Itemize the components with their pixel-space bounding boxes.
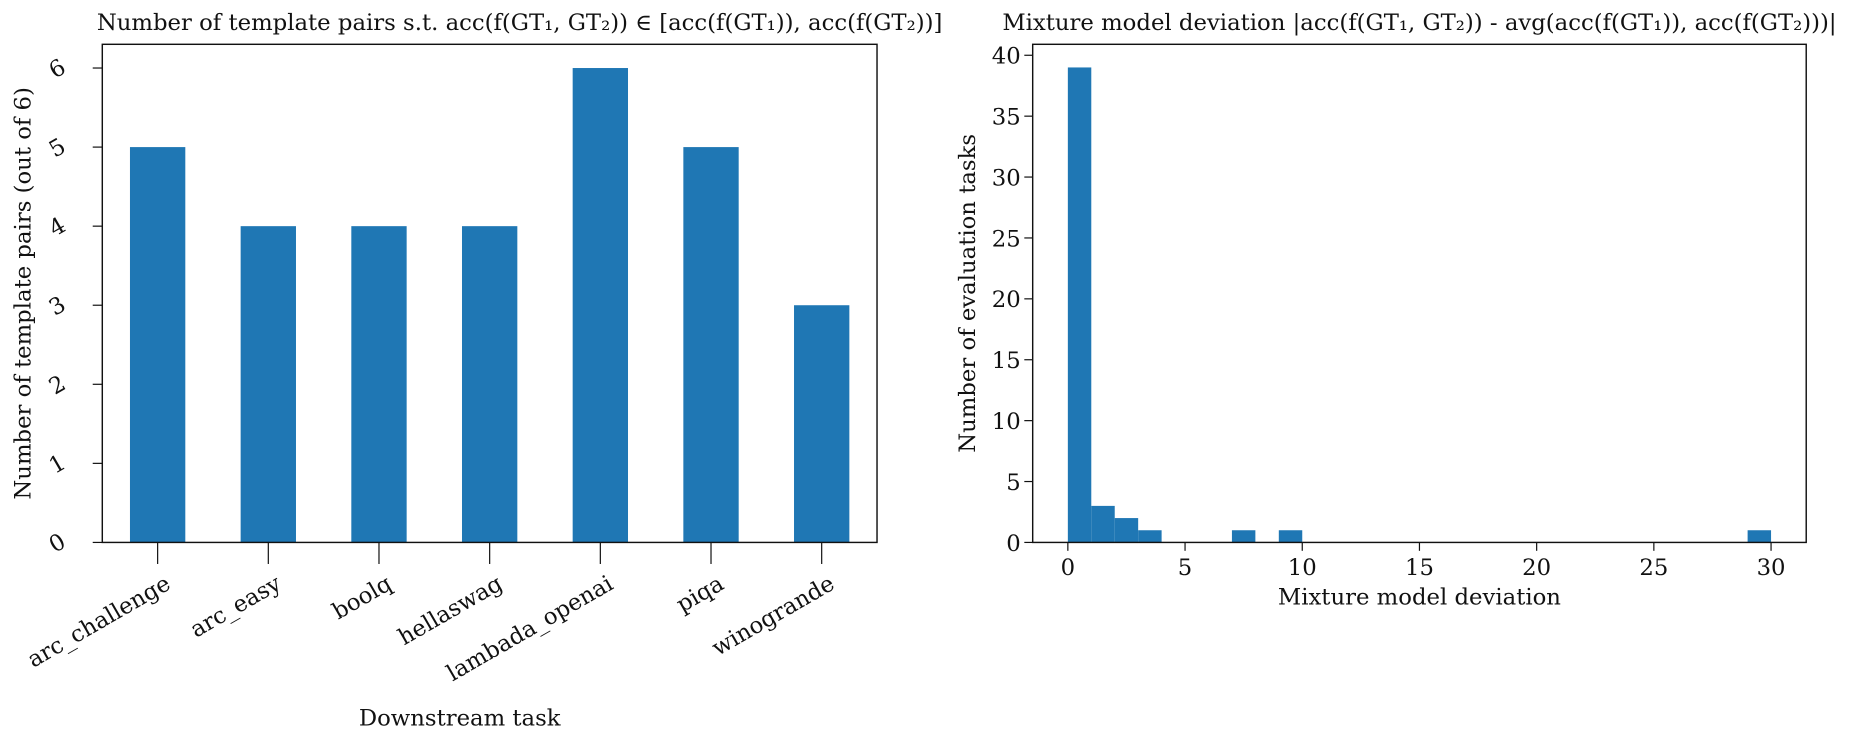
- y-tick-label: 5: [45, 133, 71, 163]
- bar: [129, 147, 186, 543]
- plot-frame: [1031, 43, 1807, 544]
- y-tick-label: 2: [45, 371, 71, 401]
- x-tick-label: arc_challenge: [23, 571, 175, 674]
- x-tick-label: 0: [1061, 555, 1075, 581]
- bar: [461, 226, 518, 543]
- x-tick-label: 20: [1522, 555, 1551, 581]
- x-tick-label: winogrande: [708, 571, 839, 662]
- y-axis-label: Number of template pairs (out of 6): [10, 87, 36, 500]
- y-tick-label: 25: [992, 226, 1021, 252]
- bar: [572, 68, 629, 543]
- bar: [683, 147, 739, 543]
- histogram-bar: [1278, 530, 1303, 543]
- x-tick-label: 30: [1757, 555, 1786, 581]
- y-tick-label: 5: [1006, 470, 1020, 496]
- histogram-bar: [1747, 530, 1772, 543]
- y-tick-label: 20: [992, 287, 1021, 313]
- y-axis-label: Number of evaluation tasks: [955, 134, 981, 453]
- y-tick-label: 10: [992, 409, 1021, 435]
- y-tick-label: 30: [992, 165, 1021, 191]
- bar: [351, 226, 407, 543]
- histogram-bar: [1091, 505, 1115, 543]
- y-tick-label: 3: [45, 292, 71, 322]
- plot-frame: [101, 43, 878, 544]
- x-tick-label: boolq: [328, 571, 396, 625]
- y-tick-label: 6: [45, 54, 71, 84]
- x-tick-label: 10: [1288, 555, 1317, 581]
- histogram-bar: [1067, 67, 1092, 543]
- x-tick-label: arc_easy: [186, 571, 286, 644]
- histogram-bar: [1231, 530, 1256, 543]
- chart-title: Mixture model deviation |acc(f(GT₁, GT₂)…: [1002, 10, 1836, 36]
- y-tick-label: 40: [992, 44, 1021, 70]
- bar: [794, 305, 850, 543]
- histogram-bar: [1138, 530, 1162, 543]
- x-tick-label: 25: [1639, 555, 1668, 581]
- y-tick-label: 0: [1006, 531, 1020, 557]
- y-tick-label: 0: [45, 529, 71, 559]
- y-tick-label: 35: [992, 105, 1021, 131]
- bar: [240, 226, 296, 543]
- y-tick-label: 15: [992, 348, 1021, 374]
- chart-title: Number of template pairs s.t. acc(f(GT₁,…: [97, 10, 942, 36]
- x-tick-label: 5: [1178, 555, 1192, 581]
- x-axis-label: Downstream task: [359, 706, 561, 732]
- x-tick-label: 15: [1405, 555, 1434, 581]
- histogram-bar: [1114, 518, 1139, 543]
- y-tick-label: 1: [45, 450, 71, 480]
- x-tick-label: piqa: [672, 571, 728, 619]
- y-tick-label: 4: [45, 212, 71, 242]
- x-axis-label: Mixture model deviation: [1278, 585, 1561, 611]
